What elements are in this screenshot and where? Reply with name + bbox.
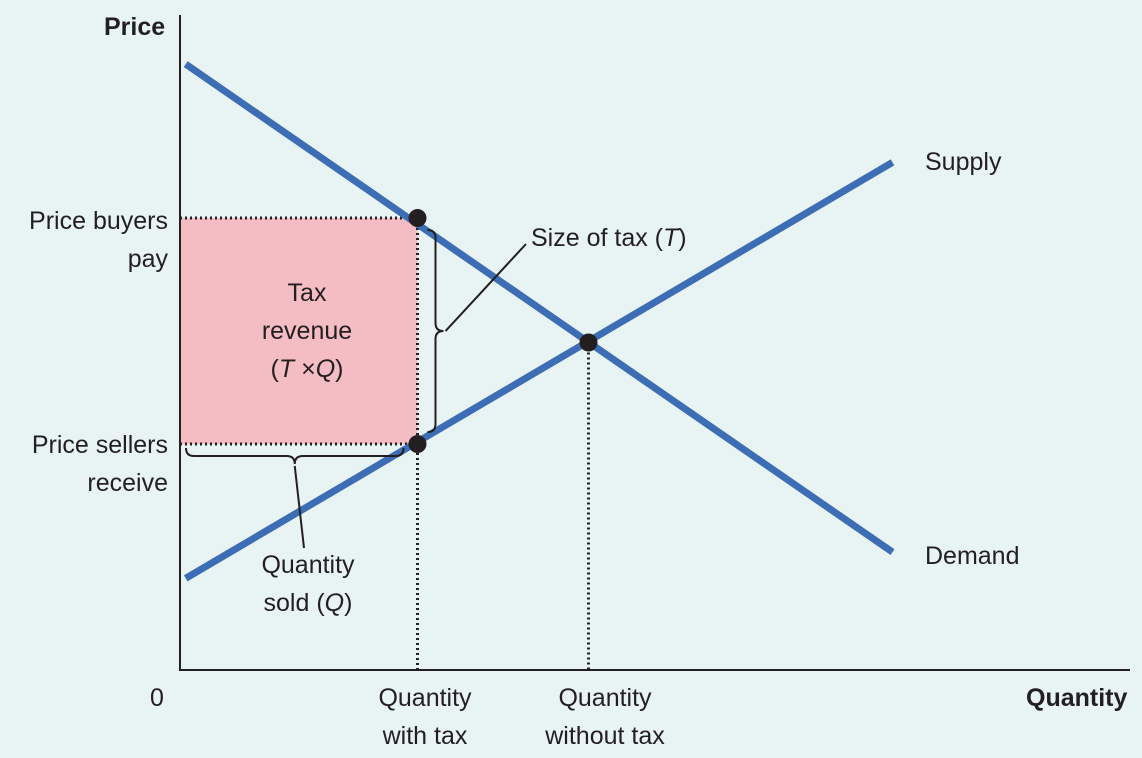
point-equilibrium xyxy=(579,333,598,352)
quantity-sold-line1: Quantity xyxy=(261,551,355,579)
quantity-symbol: Q xyxy=(315,355,336,383)
point-sellers xyxy=(408,435,427,454)
tax-size-leader xyxy=(444,243,527,332)
price-buyers-line1: Price buyers xyxy=(29,207,168,235)
quantity-sold-line2: sold (Q) xyxy=(238,584,378,622)
tax-revenue-line3: (T ×Q) xyxy=(226,350,388,388)
x-axis-title: Quantity xyxy=(1026,684,1128,712)
quantity-sold-suffix: ) xyxy=(344,589,353,617)
tax-symbol: T xyxy=(278,355,295,383)
paren-open: ( xyxy=(270,355,279,383)
price-sellers-label: Price sellers receive xyxy=(10,426,168,502)
quantity-sold-prefix: sold ( xyxy=(263,589,325,617)
quantity-sold-brace xyxy=(185,447,405,465)
origin-label: 0 xyxy=(150,684,164,712)
quantity-sold-leader xyxy=(293,465,305,549)
paren-close: ) xyxy=(335,355,344,383)
size-of-tax-suffix: ) xyxy=(678,224,687,252)
size-of-tax-label: Size of tax (T) xyxy=(531,219,687,257)
demand-curve xyxy=(183,61,895,555)
tax-revenue-label: Tax revenue (T ×Q) xyxy=(226,274,388,388)
quantity-sold-label: Quantity sold (Q) xyxy=(238,546,378,622)
supply-label: Supply xyxy=(925,148,1002,176)
tax-revenue-area xyxy=(180,218,418,445)
quantity-without-tax-line2: without tax xyxy=(545,722,665,750)
demand-label: Demand xyxy=(925,542,1020,570)
tax-revenue-line1: Tax xyxy=(287,279,327,307)
price-sellers-line1: Price sellers xyxy=(31,431,168,459)
quantity-sold-symbol: Q xyxy=(324,589,345,617)
quantity-with-tax-label: Quantity with tax xyxy=(355,679,495,755)
quantity-without-tax-label: Quantity without tax xyxy=(530,679,680,755)
size-of-tax-prefix: Size of tax ( xyxy=(531,224,663,252)
price-buyers-label: Price buyers pay xyxy=(10,202,168,278)
quantity-without-tax-line1: Quantity xyxy=(558,684,652,712)
price-sellers-line2: receive xyxy=(87,469,168,497)
size-of-tax-symbol: T xyxy=(663,224,679,252)
tax-size-brace xyxy=(427,229,444,434)
times-symbol: × xyxy=(301,355,316,383)
quantity-with-tax-line2: with tax xyxy=(382,722,468,750)
point-buyers xyxy=(408,209,427,228)
y-axis-title: Price xyxy=(104,13,166,41)
quantity-with-tax-line1: Quantity xyxy=(378,684,472,712)
price-buyers-line2: pay xyxy=(127,245,168,273)
tax-revenue-line2: revenue xyxy=(261,317,353,345)
supply-curve xyxy=(183,159,895,582)
